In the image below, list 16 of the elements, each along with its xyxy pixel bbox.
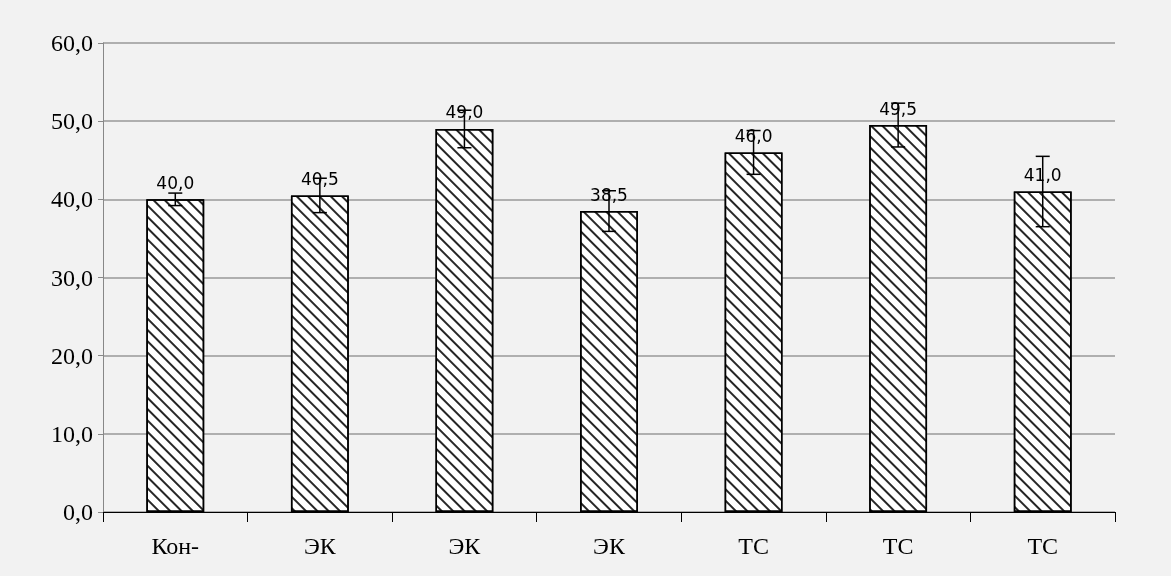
- x-tick-label: ЭК: [303, 533, 337, 559]
- y-tick-label: 10,0: [51, 420, 93, 447]
- y-tick-label: 40,0: [51, 186, 93, 213]
- x-tick-label: ЭК: [593, 533, 626, 559]
- x-tick-label: ТС: [882, 533, 914, 559]
- x-tick-label: Кон-: [151, 533, 200, 559]
- y-tick-label: 20,0: [51, 342, 93, 369]
- y-tick-label: 50,0: [51, 108, 93, 135]
- x-tick-label: ЭК: [448, 533, 482, 559]
- y-tick-label: 60,0: [51, 30, 93, 56]
- data-label: 40,0: [156, 172, 195, 193]
- y-tick-label: 30,0: [51, 264, 93, 291]
- data-label: 40,5: [300, 168, 339, 189]
- x-tick-label: ТС: [1027, 533, 1059, 559]
- x-tick-label: ТС: [738, 533, 769, 559]
- y-tick-label: 0,0: [63, 499, 93, 525]
